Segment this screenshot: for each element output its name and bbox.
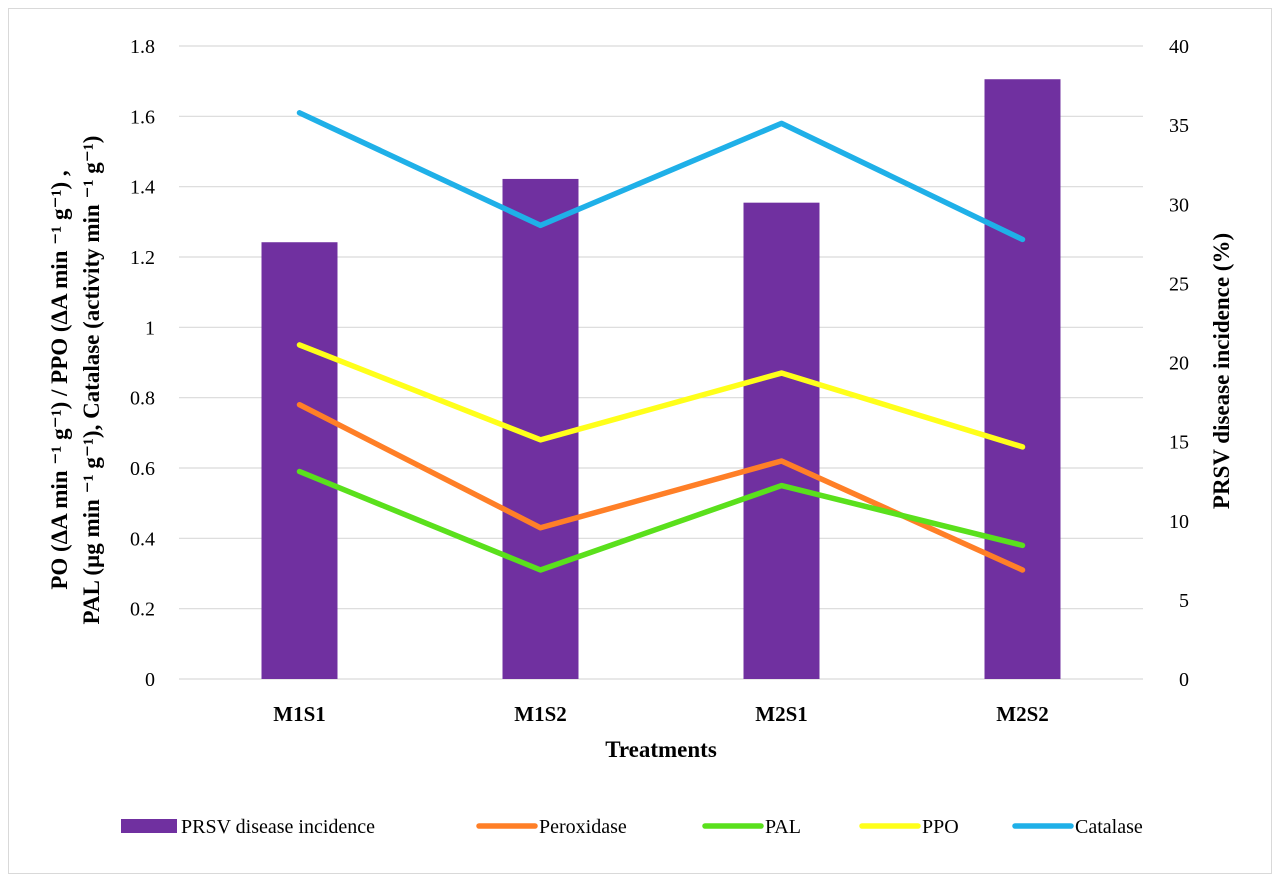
- legend-label-ppo: PPO: [922, 816, 959, 838]
- combo-chart: 0 0.2 0.4 0.6 0.8 1 1.2 1.4 1.6 1.8 0 5 10 15 20 25 30 3…: [47, 36, 1234, 838]
- category-label: M2S2: [996, 702, 1049, 726]
- line-peroxidase: [296, 401, 1026, 573]
- left-tick-label: 0: [145, 669, 155, 691]
- right-tick-label: 10: [1169, 511, 1189, 533]
- legend: PRSV disease incidence Peroxidase PAL PPO Ca…: [121, 816, 1143, 838]
- right-tick-label: 35: [1169, 115, 1189, 137]
- left-tick-label: 0.4: [130, 528, 155, 550]
- right-axis-title: PRSV disease incidence (%): [1209, 233, 1234, 509]
- bar-m1s1: [261, 242, 338, 680]
- legend-label-prsv-disease-incidence: PRSV disease incidence: [181, 816, 375, 838]
- left-tick-label: 1.6: [130, 106, 155, 128]
- right-tick-label: 15: [1169, 432, 1189, 454]
- category-labels: M1S1 M1S2 M2S1 M2S2: [273, 702, 1049, 726]
- right-axis-ticks: 0 5 10 15 20 25 30 35 40: [1169, 36, 1189, 691]
- left-tick-label: 1: [145, 317, 155, 339]
- left-tick-label: 0.8: [130, 388, 155, 410]
- right-tick-label: 5: [1179, 590, 1189, 612]
- legend-label-pal: PAL: [765, 816, 801, 838]
- category-label: M1S2: [514, 702, 567, 726]
- line-pal: [296, 468, 1026, 573]
- chart-frame: 0 0.2 0.4 0.6 0.8 1 1.2 1.4 1.6 1.8 0 5 10 15 20 25 30 3…: [8, 8, 1272, 874]
- category-label: M2S1: [755, 702, 808, 726]
- left-axis-ticks: 0 0.2 0.4 0.6 0.8 1 1.2 1.4 1.6 1.8: [130, 36, 155, 691]
- bar-m2s2: [984, 79, 1061, 680]
- line-catalase: [296, 110, 1026, 243]
- category-label: M1S1: [273, 702, 326, 726]
- right-tick-label: 30: [1169, 194, 1189, 216]
- left-axis-title-line1: PO (ΔA min ⁻¹ g⁻¹) / PPO (ΔA min ⁻¹ g⁻¹)…: [47, 170, 72, 589]
- left-axis-title-line2: PAL (µg min ⁻¹ g⁻¹), Catalase (activity …: [79, 136, 104, 625]
- left-tick-label: 0.6: [130, 458, 155, 480]
- right-tick-label: 25: [1169, 273, 1189, 295]
- x-axis-title: Treatments: [605, 737, 717, 762]
- left-tick-label: 1.8: [130, 36, 155, 58]
- gridlines: [179, 45, 1143, 680]
- bar-m2s1: [743, 202, 820, 680]
- left-tick-label: 0.2: [130, 599, 155, 621]
- left-tick-label: 1.4: [130, 177, 155, 199]
- line-series: [296, 110, 1026, 573]
- legend-label-peroxidase: Peroxidase: [539, 816, 627, 838]
- right-tick-label: 40: [1169, 36, 1189, 58]
- line-ppo: [296, 342, 1026, 450]
- legend-label-catalase: Catalase: [1075, 816, 1143, 838]
- left-tick-label: 1.2: [130, 247, 155, 269]
- legend-swatch-prsv-disease-incidence: [121, 819, 177, 833]
- right-tick-label: 20: [1169, 353, 1189, 375]
- right-tick-label: 0: [1179, 669, 1189, 691]
